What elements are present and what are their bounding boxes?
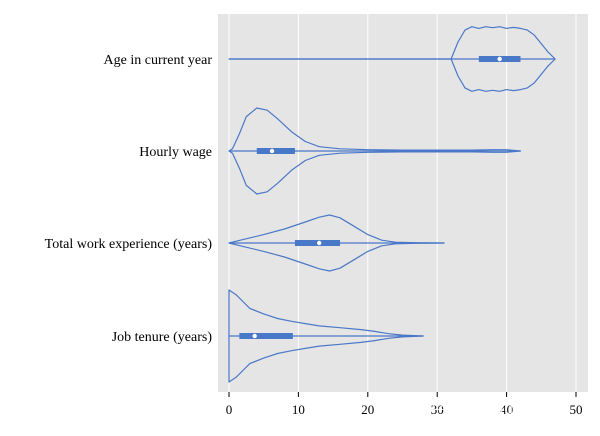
- y-category-label: Age in current year: [104, 53, 213, 68]
- violin-outline: [228, 107, 522, 195]
- x-tick-label: 20: [361, 402, 374, 417]
- x-tick-label: 50: [570, 402, 583, 417]
- x-tick-label: 10: [292, 402, 305, 417]
- x-tick-label: 40: [500, 402, 513, 417]
- x-tick-label: 30: [431, 402, 444, 417]
- violin-outline: [228, 26, 556, 92]
- iqr-box: [256, 148, 295, 154]
- median-dot: [317, 240, 322, 246]
- median-dot: [252, 333, 257, 339]
- median-dot: [497, 56, 502, 62]
- y-category-label: Total work experience (years): [45, 237, 213, 252]
- x-tick-label: 0: [226, 402, 233, 417]
- y-category-label: Job tenure (years): [112, 330, 213, 345]
- y-category-label: Hourly wage: [139, 145, 212, 160]
- iqr-box: [239, 333, 293, 339]
- plot-panel: [218, 14, 588, 392]
- watermark-text: 知乎 @M Figurati: [415, 400, 539, 418]
- median-dot: [269, 148, 275, 154]
